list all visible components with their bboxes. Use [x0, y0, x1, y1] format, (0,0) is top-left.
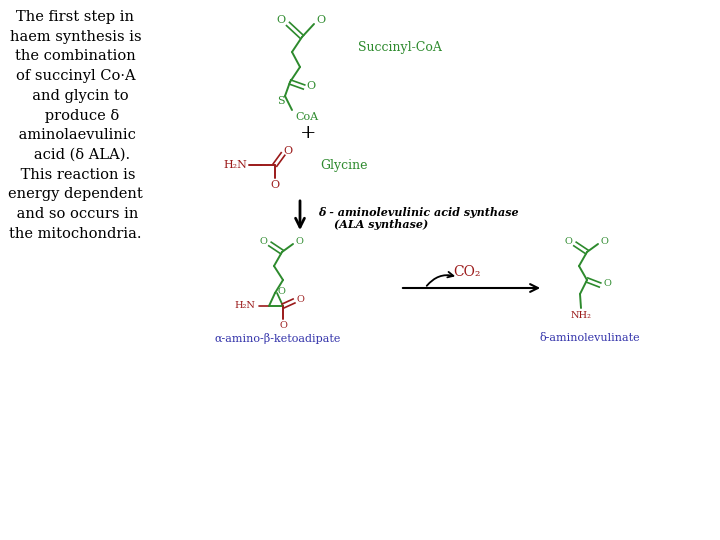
Text: O: O [284, 146, 292, 156]
Text: S: S [277, 96, 285, 106]
Text: +: + [300, 124, 316, 142]
Text: O: O [276, 15, 286, 25]
Text: Succinyl-CoA: Succinyl-CoA [358, 40, 442, 53]
Text: H₂N: H₂N [223, 160, 247, 170]
Text: O: O [296, 294, 304, 303]
Text: O: O [277, 287, 285, 295]
Text: O: O [307, 81, 315, 91]
Text: CoA: CoA [295, 112, 318, 122]
Text: O: O [603, 280, 611, 288]
Text: NH₂: NH₂ [570, 310, 591, 320]
Text: O: O [316, 15, 325, 25]
Text: CO₂: CO₂ [454, 265, 481, 279]
Text: H₂N: H₂N [234, 301, 255, 310]
Text: Glycine: Glycine [320, 159, 367, 172]
Text: (ALA synthase): (ALA synthase) [334, 219, 428, 231]
Text: O: O [564, 237, 572, 246]
Text: The first step in
haem synthesis is
the combination
of succinyl Co·A
  and glyci: The first step in haem synthesis is the … [8, 10, 143, 241]
Text: α-amino-β-ketoadipate: α-amino-β-ketoadipate [215, 333, 341, 343]
Text: O: O [279, 321, 287, 329]
Text: O: O [259, 237, 267, 246]
Text: δ-aminolevulinate: δ-aminolevulinate [540, 333, 640, 343]
Text: δ - aminolevulinic acid synthase: δ - aminolevulinic acid synthase [318, 207, 518, 219]
Text: O: O [600, 237, 608, 246]
Text: O: O [271, 180, 279, 190]
Text: O: O [295, 237, 303, 246]
